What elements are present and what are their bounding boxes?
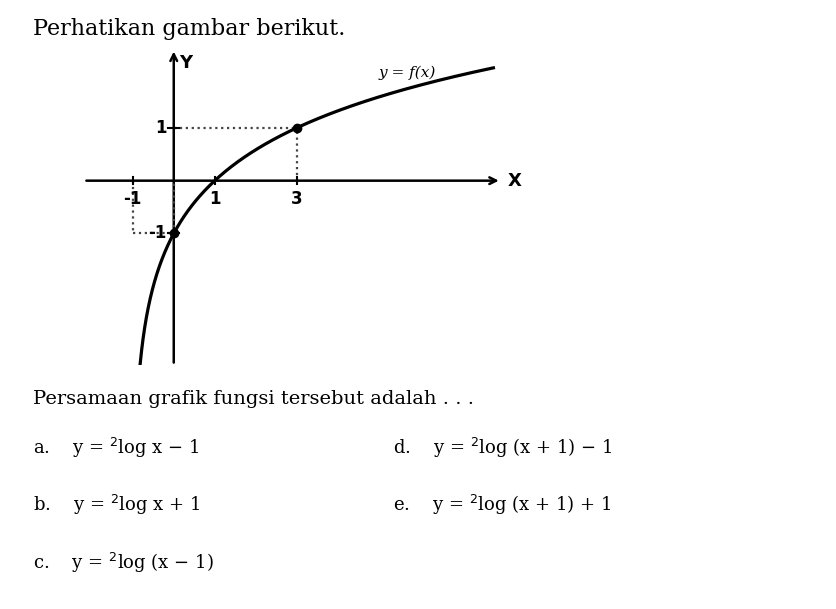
Text: 3: 3 bbox=[291, 190, 303, 208]
Text: X: X bbox=[507, 172, 522, 189]
Text: d.    y = $^{2}$log (x + 1) − 1: d. y = $^{2}$log (x + 1) − 1 bbox=[393, 435, 612, 460]
Text: -1: -1 bbox=[148, 225, 166, 242]
Text: 1: 1 bbox=[155, 119, 166, 137]
Text: -1: -1 bbox=[124, 190, 142, 208]
Text: c.    y = $^{2}$log (x − 1): c. y = $^{2}$log (x − 1) bbox=[33, 551, 214, 576]
Text: Y: Y bbox=[179, 54, 191, 72]
Text: Perhatikan gambar berikut.: Perhatikan gambar berikut. bbox=[33, 18, 346, 40]
Text: e.    y = $^{2}$log (x + 1) + 1: e. y = $^{2}$log (x + 1) + 1 bbox=[393, 493, 611, 518]
Text: b.    y = $^{2}$log x + 1: b. y = $^{2}$log x + 1 bbox=[33, 493, 201, 518]
Text: Persamaan grafik fungsi tersebut adalah . . .: Persamaan grafik fungsi tersebut adalah … bbox=[33, 390, 475, 408]
Text: 1: 1 bbox=[209, 190, 221, 208]
Text: a.    y = $^{2}$log x − 1: a. y = $^{2}$log x − 1 bbox=[33, 435, 200, 460]
Text: y = f(x): y = f(x) bbox=[379, 66, 436, 80]
